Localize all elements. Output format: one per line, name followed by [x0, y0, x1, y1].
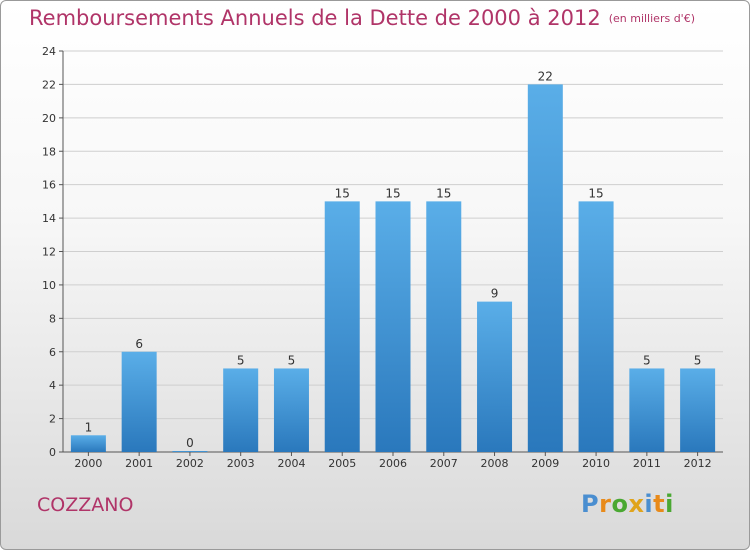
data-label: 15: [436, 186, 451, 200]
bar-2006: [375, 201, 411, 452]
y-tick-label: 6: [49, 346, 56, 359]
y-tick-label: 24: [42, 45, 56, 58]
data-label: 6: [135, 337, 143, 351]
data-label: 5: [694, 353, 702, 367]
x-tick-label: 2012: [684, 457, 712, 470]
logo-letter: o: [611, 490, 629, 518]
data-labels: 1 6 0 5 5 15 15 15 9 22 15 5 5: [85, 69, 702, 450]
proxiti-logo: Proxiti: [581, 490, 674, 518]
x-tick-label: 2009: [531, 457, 559, 470]
x-tick-label: 2008: [481, 457, 509, 470]
y-tick-label: 12: [42, 246, 56, 259]
x-tick-label: 2011: [633, 457, 661, 470]
x-tick-label: 2003: [227, 457, 255, 470]
logo-letter: P: [581, 490, 600, 518]
bar-2000: [70, 435, 106, 452]
data-label: 9: [491, 287, 499, 301]
logo-letter: x: [628, 490, 645, 518]
logo-letter: r: [599, 490, 612, 518]
chart-subtitle: (en milliers d'€): [608, 12, 695, 25]
bar-2011: [629, 368, 665, 452]
bar-2003: [223, 368, 259, 452]
logo-letter: t: [653, 490, 666, 518]
y-tick-label: 16: [42, 179, 56, 192]
y-tick-label: 22: [42, 78, 56, 91]
data-label: 15: [335, 186, 350, 200]
bar-2007: [426, 201, 462, 452]
data-label: 5: [288, 353, 296, 367]
data-label: 0: [186, 436, 194, 450]
data-label: 5: [237, 353, 245, 367]
x-tick-label: 2002: [176, 457, 204, 470]
bars: [70, 84, 716, 453]
x-tick-label: 2004: [277, 457, 305, 470]
x-tick-label: 2000: [74, 457, 102, 470]
chart-title: Remboursements Annuels de la Dette de 20…: [29, 6, 695, 30]
x-tick-label: 2001: [125, 457, 153, 470]
x-tick-label: 2010: [582, 457, 610, 470]
data-label: 5: [643, 353, 651, 367]
bar-2012: [680, 368, 716, 452]
y-tick-label: 14: [42, 212, 56, 225]
chart-title-text: Remboursements Annuels de la Dette de 20…: [29, 6, 601, 30]
bar-2010: [578, 201, 614, 452]
data-label: 15: [385, 186, 400, 200]
x-tick-label: 2005: [328, 457, 356, 470]
y-tick-label: 0: [49, 446, 56, 459]
bar-2009: [527, 84, 563, 453]
commune-name: COZZANO: [37, 494, 134, 516]
y-tick-label: 8: [49, 312, 56, 325]
data-label: 15: [588, 186, 603, 200]
bar-2004: [273, 368, 309, 452]
logo-letter: i: [644, 490, 654, 518]
data-label: 1: [85, 420, 93, 434]
y-tick-label: 2: [49, 413, 56, 426]
y-tick-label: 10: [42, 279, 56, 292]
y-tick-label: 4: [49, 379, 56, 392]
bar-2005: [324, 201, 360, 452]
x-tick-label: 2007: [430, 457, 458, 470]
logo-letter: i: [665, 490, 674, 518]
y-tick-label: 18: [42, 145, 56, 158]
data-label: 22: [538, 69, 553, 83]
bar-2008: [477, 301, 513, 452]
bar-2002: [172, 451, 208, 452]
x-tick-label: 2006: [379, 457, 407, 470]
bar-2001: [121, 351, 157, 452]
y-tick-label: 20: [42, 112, 56, 125]
